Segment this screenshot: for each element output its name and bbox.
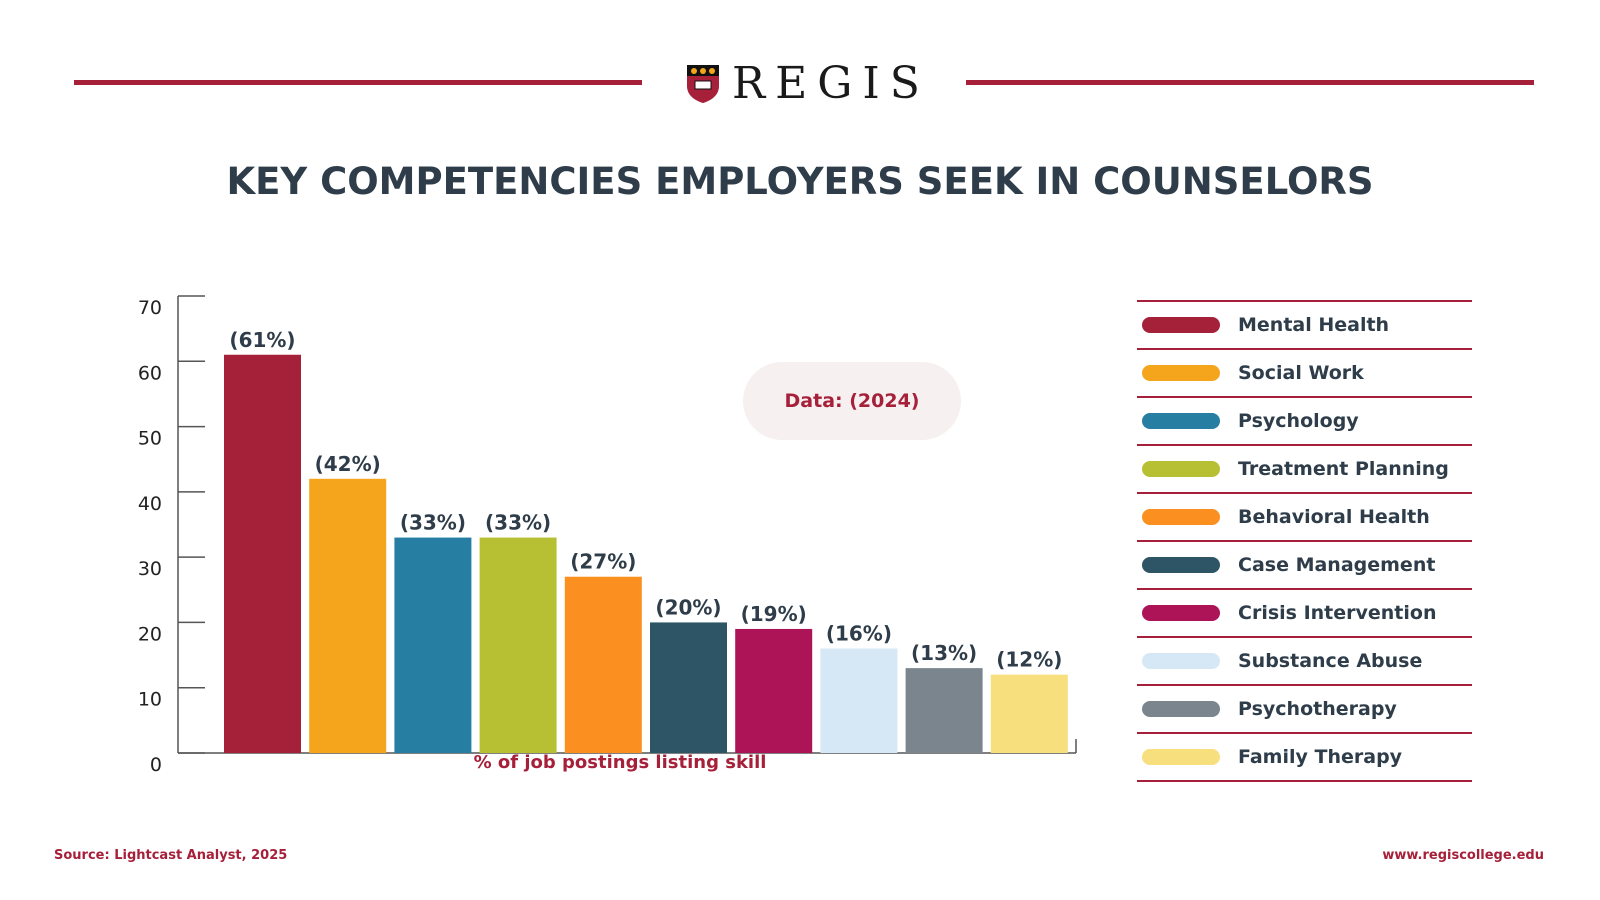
legend-item: Family Therapy — [1137, 734, 1472, 782]
legend-swatch — [1142, 701, 1220, 717]
bar-case-management — [650, 622, 727, 753]
data-label: (13%) — [911, 641, 977, 665]
legend-label: Case Management — [1238, 554, 1436, 576]
legend-label: Mental Health — [1238, 314, 1390, 336]
legend-item: Substance Abuse — [1137, 638, 1472, 686]
data-label: (33%) — [400, 511, 466, 535]
legend-swatch — [1142, 413, 1220, 429]
legend-swatch — [1142, 653, 1220, 669]
legend-swatch — [1142, 365, 1220, 381]
legend-swatch — [1142, 605, 1220, 621]
y-tick-label: 20 — [138, 623, 162, 645]
legend-item: Crisis Intervention — [1137, 590, 1472, 638]
y-tick-label: 40 — [138, 493, 162, 515]
data-label: (27%) — [570, 550, 636, 574]
legend-item: Behavioral Health — [1137, 494, 1472, 542]
legend: Mental Health Social Work Psychology Treatm… — [1137, 300, 1472, 782]
legend-item: Psychotherapy — [1137, 686, 1472, 734]
brand-name: REGIS — [732, 58, 930, 109]
legend-label: Treatment Planning — [1238, 458, 1449, 480]
legend-swatch — [1142, 557, 1220, 573]
bar-social-work — [309, 478, 387, 753]
x-axis-label: % of job postings listing skill — [473, 752, 767, 773]
data-label: (16%) — [826, 622, 892, 646]
bar-treatment-planning — [479, 537, 557, 753]
regis-logo: REGIS — [686, 58, 930, 109]
legend-swatch — [1142, 749, 1220, 765]
page-title: KEY COMPETENCIES EMPLOYERS SEEK IN COUNS… — [226, 160, 1374, 203]
bar-mental-health — [224, 354, 301, 753]
y-tick-label: 50 — [138, 428, 162, 450]
data-year-badge: Data: (2024) — [743, 362, 961, 440]
data-label: (61%) — [229, 328, 295, 352]
website-link[interactable]: www.regiscollege.edu — [1382, 848, 1544, 863]
legend-swatch — [1142, 509, 1220, 525]
legend-label: Substance Abuse — [1238, 650, 1423, 672]
legend-item: Case Management — [1137, 542, 1472, 590]
bar-psychology — [394, 537, 472, 753]
legend-item: Psychology — [1137, 398, 1472, 446]
bar-substance-abuse — [820, 648, 898, 753]
legend-label: Social Work — [1238, 362, 1364, 384]
bar-psychotherapy — [905, 668, 983, 753]
data-label: (12%) — [996, 648, 1062, 672]
legend-label: Behavioral Health — [1238, 506, 1430, 528]
bar-family-therapy — [990, 674, 1068, 753]
y-tick-label: 70 — [138, 297, 162, 319]
data-label: (42%) — [315, 452, 381, 476]
legend-label: Psychotherapy — [1238, 698, 1397, 720]
legend-swatch — [1142, 461, 1220, 477]
legend-label: Crisis Intervention — [1238, 602, 1437, 624]
y-tick-label: 10 — [138, 689, 162, 711]
bar-crisis-intervention — [735, 628, 813, 753]
bar-behavioral-health — [564, 576, 642, 753]
y-tick-label: 60 — [138, 362, 162, 384]
source-note: Source: Lightcast Analyst, 2025 — [54, 848, 288, 863]
y-tick-label: 30 — [138, 558, 162, 580]
bar-chart: 0 10 20 30 40 50 60 70 (61%) (42%) (33%) (33%) (27%)… — [138, 295, 1077, 776]
data-label: (20%) — [655, 595, 721, 619]
data-label: (33%) — [485, 511, 551, 535]
legend-item: Treatment Planning — [1137, 446, 1472, 494]
legend-item: Social Work — [1137, 350, 1472, 398]
data-label: (19%) — [741, 602, 807, 626]
legend-label: Psychology — [1238, 410, 1359, 432]
header-rule-left — [74, 80, 642, 85]
legend-swatch — [1142, 317, 1220, 333]
legend-item: Mental Health — [1137, 302, 1472, 350]
header-rule-right — [966, 80, 1534, 85]
legend-label: Family Therapy — [1238, 746, 1403, 768]
y-tick-label: 0 — [150, 754, 162, 776]
shield-icon — [687, 64, 719, 103]
